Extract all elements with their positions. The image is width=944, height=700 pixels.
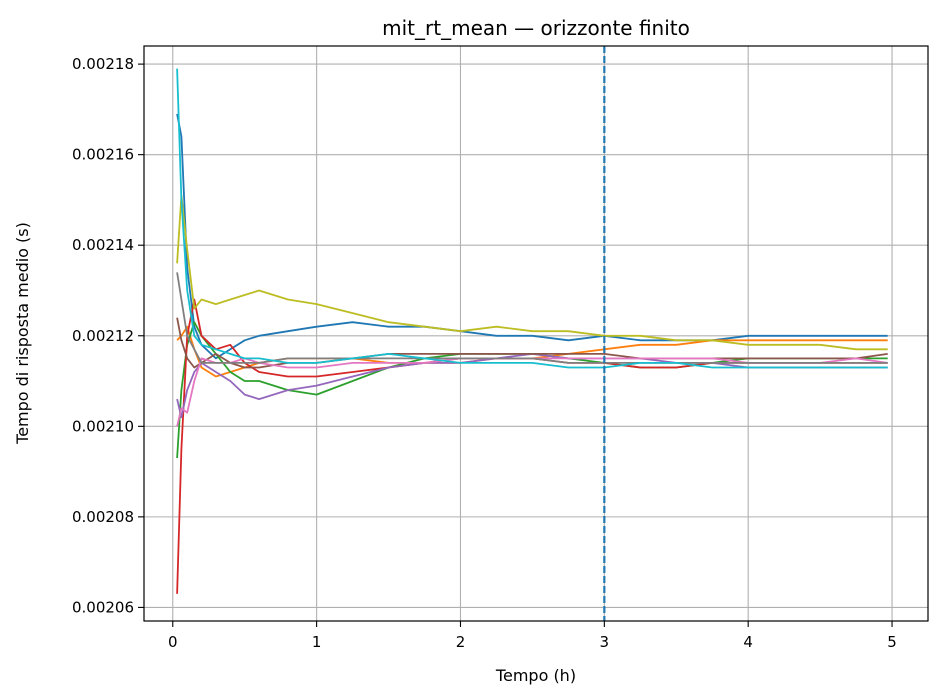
series-line-9 — [176, 194, 888, 351]
series-line-10 — [176, 68, 888, 369]
chart-title: mit_rt_mean — orizzonte finito — [382, 16, 690, 40]
y-axis-label: Tempo di risposta medio (s) — [13, 222, 32, 445]
series-line-7 — [176, 357, 888, 427]
plot-frame — [143, 45, 929, 622]
x-tick-label: 1 — [312, 633, 322, 651]
x-tick-label: 4 — [743, 633, 753, 651]
y-tick-label: 0.00218 — [72, 55, 134, 73]
x-tick-label: 2 — [456, 633, 466, 651]
y-axis-ticks: 0.00206 0.00208 0.00210 0.00212 0.00214 0.002… — [72, 55, 144, 616]
x-axis-ticks: 0 1 2 3 4 5 — [168, 621, 897, 651]
x-axis-label: Tempo (h) — [495, 666, 576, 685]
y-tick-label: 0.00206 — [72, 598, 134, 616]
y-tick-label: 0.00216 — [72, 146, 134, 164]
series-layer — [176, 68, 888, 594]
x-tick-label: 3 — [600, 633, 610, 651]
y-tick-label: 0.00208 — [72, 508, 134, 526]
y-tick-label: 0.00214 — [72, 236, 134, 254]
y-tick-label: 0.00212 — [72, 327, 134, 345]
x-tick-label: 0 — [168, 633, 178, 651]
x-tick-label: 5 — [887, 633, 897, 651]
y-tick-label: 0.00210 — [72, 417, 134, 435]
